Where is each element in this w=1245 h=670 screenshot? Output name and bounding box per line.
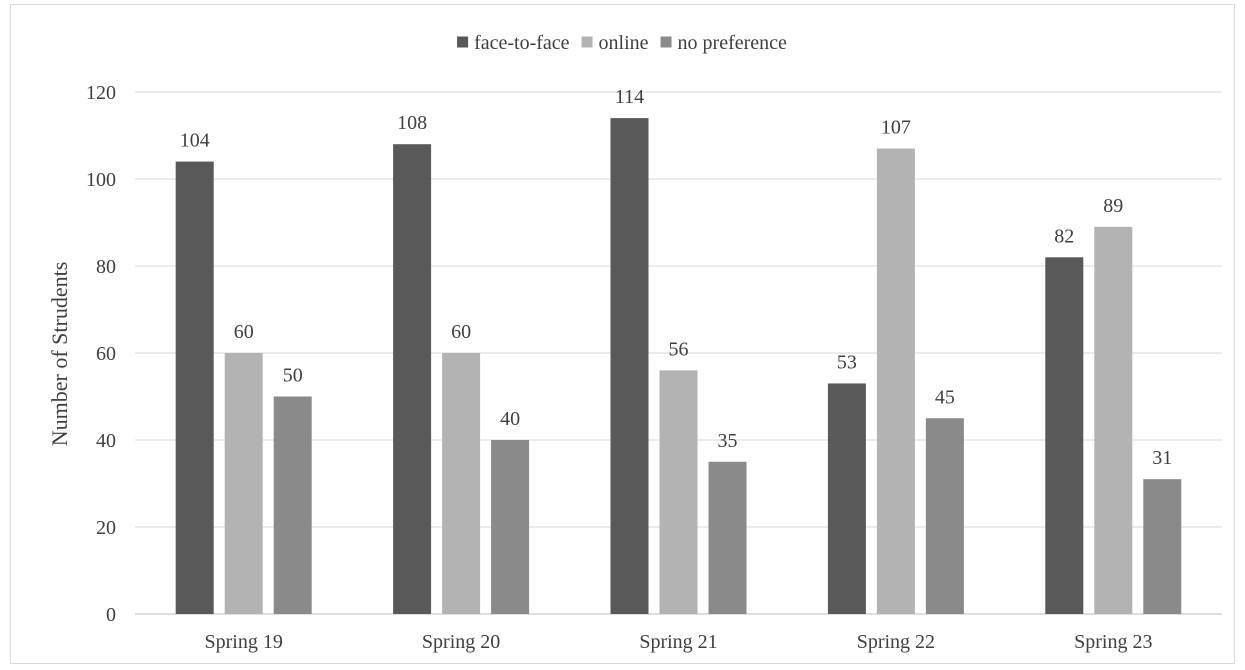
data-label: 108 bbox=[397, 112, 427, 134]
bar bbox=[491, 440, 530, 614]
data-label: 60 bbox=[234, 321, 254, 343]
bar bbox=[224, 353, 263, 614]
data-labels: 104 60 50 108 60 40 114 56 35 53 107 45 82 89 31 bbox=[180, 86, 1173, 469]
gridlines bbox=[135, 91, 1222, 615]
data-label: 82 bbox=[1054, 225, 1074, 247]
data-label: 114 bbox=[615, 86, 644, 108]
y-tick-label: 0 bbox=[106, 604, 116, 626]
data-label: 45 bbox=[935, 386, 955, 408]
bar bbox=[876, 148, 915, 615]
bar bbox=[925, 418, 964, 614]
category-label: Spring 20 bbox=[422, 631, 500, 653]
y-axis-title: Number of Strudents bbox=[47, 262, 72, 447]
data-label: 107 bbox=[881, 117, 911, 139]
legend-item[interactable]: no preference bbox=[660, 32, 787, 54]
data-label: 60 bbox=[451, 321, 471, 343]
bar bbox=[659, 370, 698, 614]
y-tick-label: 120 bbox=[86, 82, 116, 104]
legend-swatch bbox=[660, 36, 672, 48]
category-label: Spring 23 bbox=[1074, 631, 1152, 653]
y-tick-label: 80 bbox=[96, 256, 116, 278]
legend-label: no preference bbox=[678, 32, 787, 54]
legend-swatch bbox=[581, 36, 593, 48]
bar bbox=[1143, 479, 1182, 614]
data-label: 53 bbox=[837, 351, 857, 373]
category-label: Spring 19 bbox=[205, 631, 283, 653]
category-label: Spring 21 bbox=[639, 631, 717, 653]
bar bbox=[1045, 257, 1084, 614]
y-tick-label: 60 bbox=[96, 343, 116, 365]
legend-item[interactable]: online bbox=[581, 32, 649, 54]
data-label: 89 bbox=[1103, 195, 1123, 217]
bar bbox=[442, 353, 481, 614]
legend-label: face-to-face bbox=[474, 32, 570, 54]
data-label: 50 bbox=[283, 365, 303, 387]
bar bbox=[273, 396, 312, 614]
y-axis-ticks: 0 20 40 60 80 100 120 bbox=[86, 82, 116, 626]
legend-item[interactable]: face-to-face bbox=[457, 32, 570, 54]
bar bbox=[610, 118, 649, 614]
y-tick-label: 20 bbox=[96, 517, 116, 539]
bar bbox=[708, 461, 747, 614]
data-label: 40 bbox=[500, 408, 520, 430]
x-axis-categories: Spring 19 Spring 20 Spring 21 Spring 22 Spri… bbox=[205, 631, 1153, 653]
data-label: 31 bbox=[1152, 447, 1172, 469]
legend-label: online bbox=[599, 32, 649, 54]
bar bbox=[1094, 226, 1133, 614]
legend-swatch bbox=[457, 36, 469, 48]
data-label: 35 bbox=[718, 430, 738, 452]
bar bbox=[827, 383, 866, 614]
y-tick-label: 100 bbox=[86, 169, 116, 191]
data-label: 56 bbox=[669, 338, 689, 360]
legend[interactable]: face-to-face online no preference bbox=[457, 32, 787, 54]
bar bbox=[393, 144, 432, 614]
data-label: 104 bbox=[180, 130, 210, 152]
category-label: Spring 22 bbox=[857, 631, 935, 653]
y-tick-label: 40 bbox=[96, 430, 116, 452]
bars bbox=[175, 118, 1182, 615]
bar bbox=[175, 161, 214, 614]
